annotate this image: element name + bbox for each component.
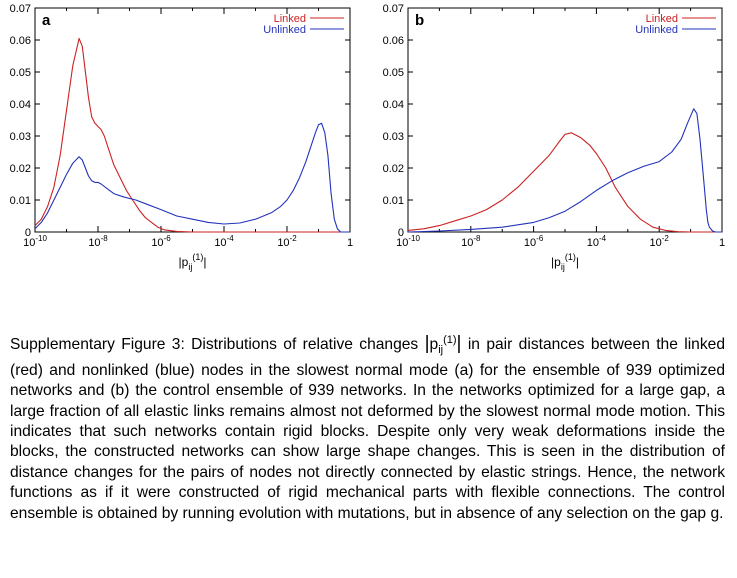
y-tick-label: 0.01 <box>10 195 31 207</box>
x-tick-base: 10 <box>23 237 35 249</box>
y-tick-label: 0.04 <box>383 99 404 111</box>
caption-symbol-main: p <box>429 336 439 354</box>
x-tick-base: 10 <box>88 237 100 249</box>
x-tick-exponent: -2 <box>662 234 670 243</box>
x-axis-label-part: | <box>203 255 206 269</box>
y-tick-label: 0.01 <box>383 195 404 207</box>
series-line-linked <box>407 132 722 233</box>
x-axis-label-part: |p <box>179 255 189 269</box>
y-tick-label: 0.07 <box>10 3 31 15</box>
x-tick-base: 10 <box>396 237 408 249</box>
x-axis-label-part: (1) <box>565 252 576 262</box>
x-tick-exponent: -8 <box>473 234 481 243</box>
x-tick-label: 10-4 <box>214 234 234 249</box>
series-line-unlinked <box>34 122 350 233</box>
x-tick-label: 10-8 <box>461 234 481 249</box>
x-tick-base: 10 <box>587 237 599 249</box>
y-tick-label: 0.03 <box>383 131 404 143</box>
x-axis-label-part: ij <box>188 262 192 272</box>
x-tick-exponent: -10 <box>35 234 47 243</box>
legend-label: Unlinked <box>263 24 306 36</box>
y-tick-label: 0.07 <box>383 3 404 15</box>
caption-body: in pair distances between the linked (re… <box>10 336 725 522</box>
y-tick-label: 0.02 <box>383 163 404 175</box>
x-tick-exponent: -6 <box>536 234 544 243</box>
x-tick-exponent: -4 <box>227 234 235 243</box>
x-tick-base: 1 <box>719 237 725 249</box>
x-tick-label: 10-4 <box>587 234 607 249</box>
x-tick-exponent: -8 <box>101 234 109 243</box>
x-tick-label: 10-6 <box>524 234 544 249</box>
caption-symbol: |pij(1)| <box>424 333 462 357</box>
x-axis-label-part: | <box>576 255 579 269</box>
x-tick-base: 10 <box>650 237 662 249</box>
x-tick-base: 10 <box>461 237 473 249</box>
x-tick-exponent: -6 <box>164 234 172 243</box>
x-tick-exponent: -2 <box>290 234 298 243</box>
x-tick-label: 10-10 <box>23 234 47 249</box>
y-tick-label: 0 <box>25 227 31 239</box>
x-axis-label-part: |p <box>551 255 561 269</box>
x-tick-label: 10-8 <box>88 234 108 249</box>
x-axis-label-part: (1) <box>192 252 203 262</box>
x-tick-label: 10-6 <box>151 234 171 249</box>
x-tick-base: 10 <box>524 237 536 249</box>
y-tick-label: 0 <box>398 227 404 239</box>
plot-frame <box>407 7 723 233</box>
x-tick-base: 10 <box>277 237 289 249</box>
x-axis-label: |pij(1)| <box>179 252 207 272</box>
caption-symbol-sub: ij <box>438 344 444 357</box>
panel-label: b <box>415 12 424 29</box>
x-tick-base: 10 <box>214 237 226 249</box>
legend-label: Unlinked <box>635 24 678 36</box>
x-tick-base: 1 <box>347 237 353 249</box>
y-tick-label: 0.06 <box>10 35 31 47</box>
plot-frame <box>34 7 351 233</box>
x-tick-exponent: -4 <box>599 234 607 243</box>
x-tick-label: 10-2 <box>650 234 670 249</box>
y-tick-label: 0.05 <box>10 67 31 79</box>
x-tick-base: 10 <box>151 237 163 249</box>
series-line-unlinked <box>407 108 722 233</box>
y-tick-label: 0.03 <box>10 131 31 143</box>
x-tick-label: 10-2 <box>277 234 297 249</box>
figure-caption: Supplementary Figure 3: Distributions of… <box>10 330 725 524</box>
x-axis-label: |pij(1)| <box>551 252 579 272</box>
panel-label: a <box>42 12 51 29</box>
series-line-linked <box>34 37 350 233</box>
y-tick-label: 0.06 <box>383 35 404 47</box>
caption-symbol-sup: (1) <box>443 334 457 346</box>
y-tick-label: 0.04 <box>10 99 31 111</box>
legend-label: Linked <box>274 13 306 25</box>
x-tick-label: 1 <box>719 237 725 249</box>
x-tick-exponent: -10 <box>408 234 420 243</box>
y-tick-label: 0.02 <box>10 163 31 175</box>
x-tick-label: 1 <box>347 237 353 249</box>
x-tick-label: 10-10 <box>396 234 420 249</box>
y-tick-label: 0.05 <box>383 67 404 79</box>
caption-prefix: Supplementary Figure 3: Distributions of… <box>10 336 425 354</box>
legend-label: Linked <box>646 13 678 25</box>
x-axis-label-part: ij <box>561 262 565 272</box>
